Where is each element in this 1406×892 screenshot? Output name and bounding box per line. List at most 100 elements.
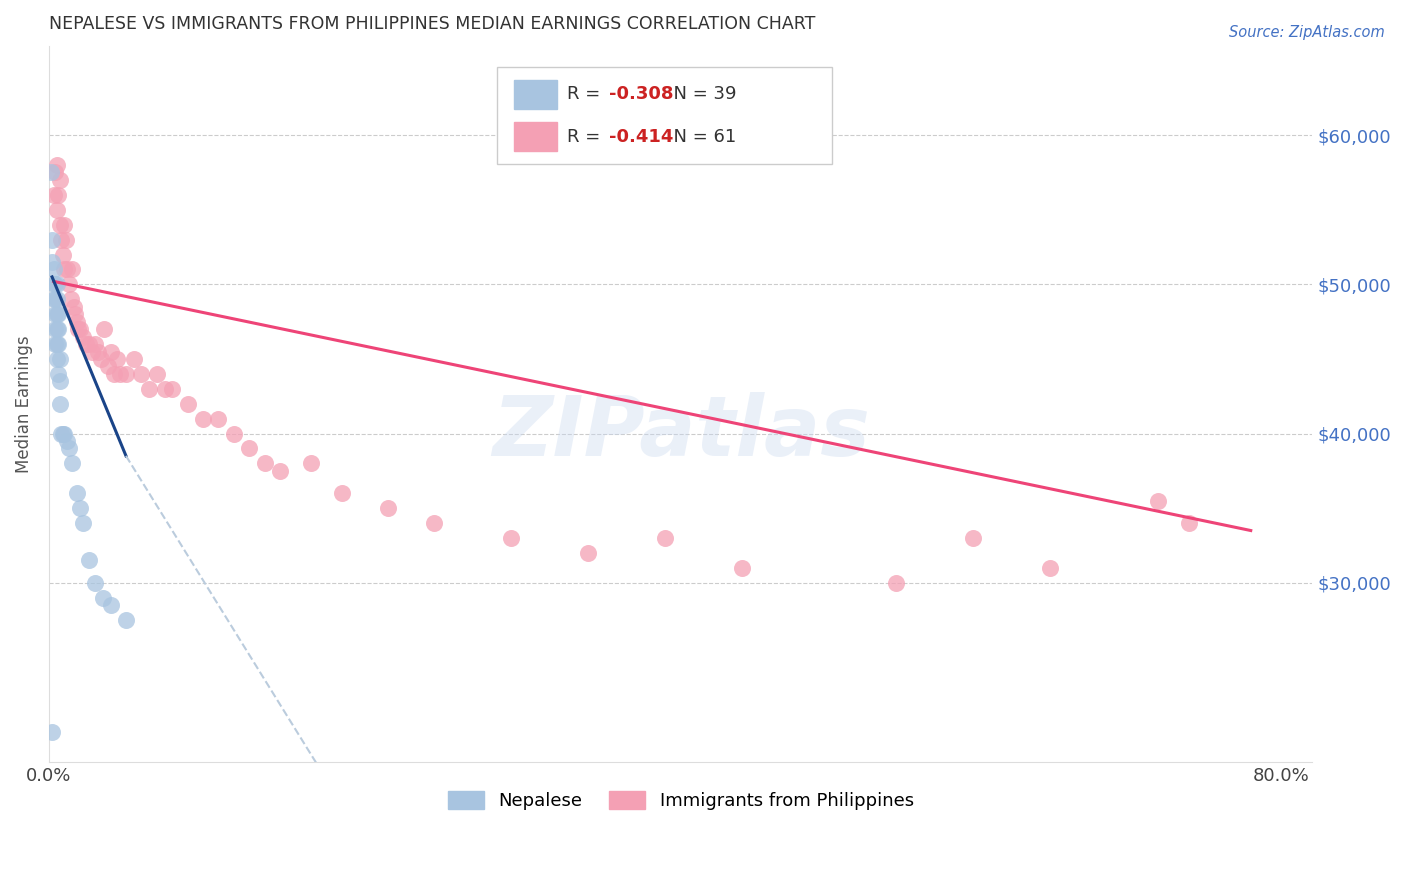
Point [67,322,90,336]
Point [53,426,76,441]
Point [222,426,245,441]
Point [45,351,67,366]
Point [69,501,91,516]
Point [45,307,67,321]
Point [269,464,291,478]
Point [1178,516,1201,530]
FancyBboxPatch shape [515,122,557,152]
Point [115,613,138,627]
Point [84,337,107,351]
Text: R =: R = [567,86,606,103]
Point [44,165,66,179]
Point [39,165,62,179]
Point [84,575,107,590]
Point [44,337,66,351]
Point [52,426,75,441]
Point [91,591,114,605]
Point [49,351,72,366]
Point [45,277,67,292]
Text: N = 39: N = 39 [662,86,737,103]
Point [46,367,69,381]
Legend: Nepalese, Immigrants from Philippines: Nepalese, Immigrants from Philippines [440,783,921,817]
Point [53,218,76,232]
Point [56,434,79,448]
Point [51,233,73,247]
Point [44,322,66,336]
Point [46,307,69,321]
Point [45,322,67,336]
FancyBboxPatch shape [515,79,557,109]
Point [731,561,754,575]
Point [82,344,104,359]
Point [105,351,128,366]
Point [60,457,83,471]
Point [56,262,79,277]
Point [191,411,214,425]
Text: ZIPatlas: ZIPatlas [492,392,870,473]
Point [96,359,118,374]
Point [49,173,72,187]
Point [49,375,72,389]
Point [501,531,523,545]
Point [42,293,65,307]
Point [45,293,67,307]
Point [52,247,75,261]
Point [207,411,229,425]
Point [42,187,65,202]
Text: N = 61: N = 61 [662,128,735,145]
Point [1039,561,1062,575]
Point [654,531,676,545]
Point [44,307,66,321]
Point [176,397,198,411]
Point [62,300,84,314]
Point [576,546,599,560]
Point [238,442,260,456]
Y-axis label: Median Earnings: Median Earnings [15,334,32,473]
Point [108,367,131,381]
Point [42,262,65,277]
Point [53,262,76,277]
Point [41,233,63,247]
Point [55,233,77,247]
Point [72,329,94,343]
FancyBboxPatch shape [498,67,832,164]
Point [253,457,276,471]
Point [41,725,63,739]
Point [75,337,97,351]
Point [41,255,63,269]
Point [93,322,115,336]
Point [77,337,100,351]
Point [153,382,176,396]
Point [122,351,145,366]
Point [46,187,69,202]
Point [377,501,399,516]
Point [146,367,169,381]
Text: -0.414: -0.414 [609,128,673,145]
Point [131,367,153,381]
Point [66,315,89,329]
Point [66,486,89,500]
Point [77,553,100,567]
Point [58,277,80,292]
Point [51,426,73,441]
Point [90,351,112,366]
Point [160,382,183,396]
Point [46,337,69,351]
Point [1147,493,1170,508]
Point [45,158,67,172]
Point [299,457,322,471]
Point [49,218,72,232]
Point [45,202,67,217]
Point [49,397,72,411]
Text: -0.308: -0.308 [609,86,673,103]
Point [63,307,86,321]
Point [962,531,984,545]
Point [103,367,125,381]
Point [59,293,82,307]
Point [44,277,66,292]
Point [115,367,138,381]
Point [60,262,83,277]
Point [100,344,122,359]
Point [45,337,67,351]
Text: R =: R = [567,128,606,145]
